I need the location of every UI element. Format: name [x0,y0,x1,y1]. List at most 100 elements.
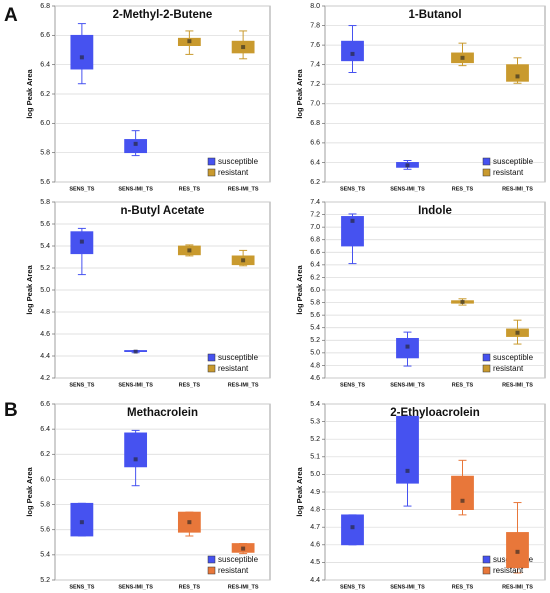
y-tick-label: 4.8 [40,309,50,316]
mean-marker [79,239,84,244]
mean-marker [460,498,465,503]
x-tick-label: SENS_TS [340,584,365,590]
y-tick-label: 5.6 [310,312,320,319]
y-tick-label: 5.0 [40,287,50,294]
legend-swatch [482,555,491,564]
legend-label: resistant [218,168,249,177]
y-tick-label: 5.4 [40,552,50,559]
x-tick-label: RES-IMI_TS [228,584,259,590]
y-tick-label: 7.6 [310,42,320,49]
y-tick-label: 7.4 [310,199,320,206]
box [451,475,474,511]
x-tick-label: RES-IMI_TS [502,186,533,192]
chart-title: Indole [418,205,452,217]
panel-letter: A [4,5,18,26]
box [124,139,148,154]
y-tick-label: 4.6 [310,542,320,549]
chart-title: 2-Methyl-2-Butene [113,9,213,21]
mean-marker [241,546,246,551]
chart-title: n-Butyl Acetate [121,205,205,217]
legend-label: susceptible [218,353,259,362]
legend-label: susceptible [493,353,534,362]
box [341,514,364,546]
y-tick-label: 4.8 [310,506,320,513]
x-tick-label: SENS_TS [340,382,365,388]
y-tick-label: 4.4 [310,577,320,584]
mean-marker [79,520,84,525]
mean-marker [460,299,465,304]
legend-label: resistant [218,364,249,373]
box [506,64,529,82]
y-tick-label: 6.0 [310,287,320,294]
mean-marker [187,39,192,44]
legend-label: susceptible [218,555,259,564]
legend-label: resistant [493,566,524,575]
y-tick-label: 5.4 [40,243,50,250]
legend-swatch [482,566,491,575]
y-tick-label: 5.1 [310,454,320,461]
y-tick-label: 4.6 [310,375,320,382]
y-tick-label: 6.8 [310,237,320,244]
y-tick-label: 4.2 [40,375,50,382]
y-axis-label: log Peak Area [25,69,34,119]
chart-title: 1-Butanol [408,9,461,21]
y-tick-label: 4.8 [310,362,320,369]
y-tick-label: 5.6 [40,527,50,534]
mean-marker [133,457,138,462]
y-tick-label: 4.9 [310,489,320,496]
y-tick-label: 4.4 [40,353,50,360]
y-tick-label: 6.6 [310,140,320,147]
legend-swatch [207,353,216,362]
x-tick-label: RES_TS [452,382,474,388]
plot-area [324,5,546,183]
y-axis-label: log Peak Area [25,265,34,315]
x-tick-label: RES_TS [179,584,201,590]
y-tick-label: 4.6 [40,331,50,338]
y-tick-label: 4.7 [310,524,320,531]
legend-label: resistant [493,364,524,373]
legend-label: susceptible [218,157,259,166]
y-tick-label: 5.3 [310,418,320,425]
legend-label: resistant [218,566,249,575]
y-tick-label: 6.8 [310,120,320,127]
mean-marker [241,45,246,50]
y-tick-label: 6.2 [40,451,50,458]
x-tick-label: RES-IMI_TS [502,382,533,388]
y-tick-label: 5.2 [40,577,50,584]
y-tick-label: 5.2 [310,337,320,344]
y-tick-label: 6.4 [40,426,50,433]
legend-swatch [207,555,216,564]
y-tick-label: 5.2 [310,436,320,443]
box [70,34,94,70]
y-tick-label: 5.0 [310,350,320,357]
y-tick-label: 4.5 [310,559,320,566]
x-tick-label: SENS_TS [340,186,365,192]
mean-marker [187,248,192,253]
legend-swatch [482,168,491,177]
mean-marker [405,468,410,473]
x-tick-label: SENS-IMI_TS [390,186,425,192]
mean-marker [405,344,410,349]
y-tick-label: 6.4 [310,262,320,269]
x-tick-label: RES_TS [179,382,201,388]
legend-swatch [482,353,491,362]
x-tick-label: RES-IMI_TS [228,186,259,192]
y-tick-label: 6.0 [40,476,50,483]
panel-letter: B [4,400,18,421]
y-tick-label: 5.8 [40,199,50,206]
x-tick-label: SENS_TS [69,382,94,388]
y-tick-label: 5.8 [40,150,50,157]
x-tick-label: SENS-IMI_TS [118,584,153,590]
y-tick-label: 6.0 [40,120,50,127]
y-axis-label: log Peak Area [25,467,34,517]
x-tick-label: SENS_TS [69,186,94,192]
mean-marker [133,349,138,354]
mean-marker [405,163,410,168]
y-tick-label: 6.6 [40,401,50,408]
mean-marker [515,549,520,554]
box [124,432,148,468]
y-tick-label: 7.0 [310,101,320,108]
y-axis-label: log Peak Area [295,467,304,517]
y-tick-label: 6.8 [40,3,50,10]
